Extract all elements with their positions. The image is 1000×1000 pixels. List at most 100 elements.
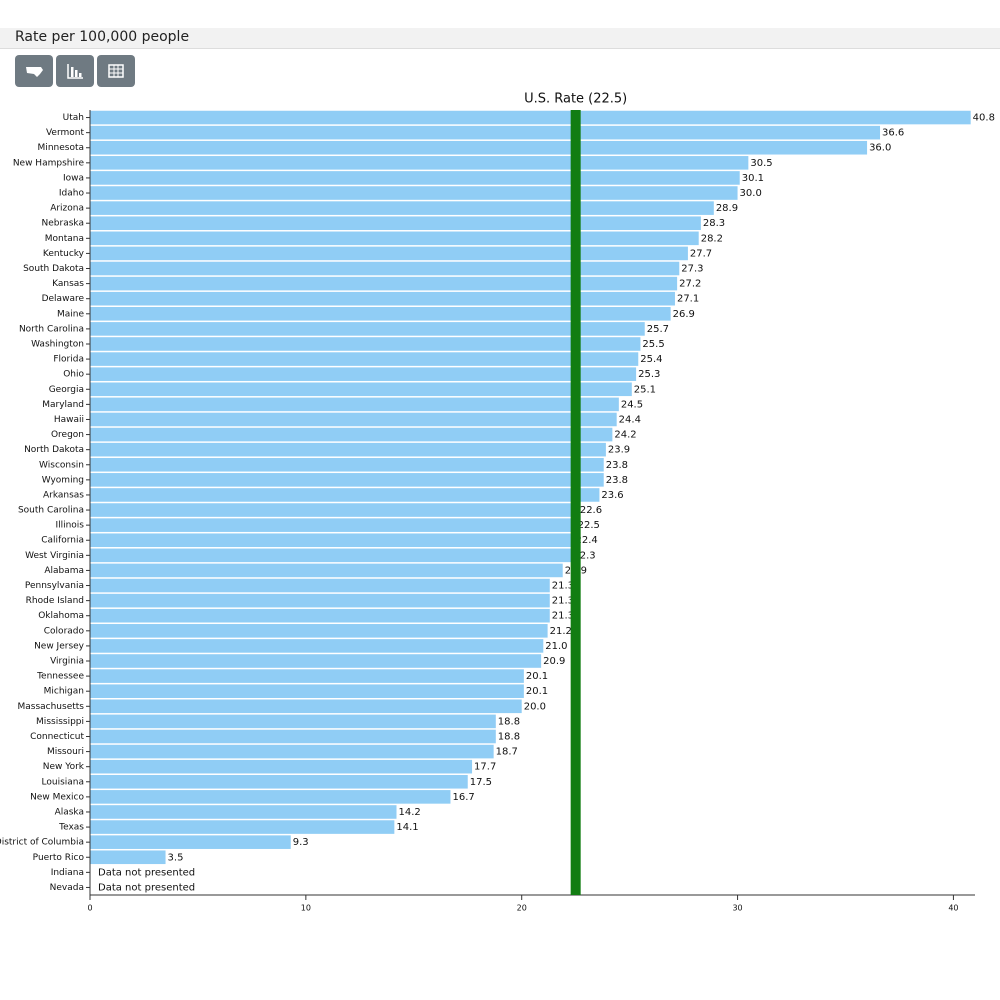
bar xyxy=(90,322,645,336)
value-label: 26.9 xyxy=(673,309,695,320)
x-tick-label: 10 xyxy=(301,904,311,913)
bar xyxy=(90,307,671,321)
value-label: 18.8 xyxy=(498,731,520,742)
bar xyxy=(90,261,680,276)
value-label: 25.3 xyxy=(638,369,660,380)
value-label: 27.3 xyxy=(681,264,703,275)
y-tick-label: Ohio xyxy=(63,370,84,380)
x-tick-label: 20 xyxy=(517,904,527,913)
bar xyxy=(90,774,468,789)
value-label: 36.0 xyxy=(869,143,891,154)
bar xyxy=(90,820,395,834)
value-label: 27.1 xyxy=(677,294,699,305)
y-tick-label: Mississippi xyxy=(36,717,84,727)
bar xyxy=(90,367,637,381)
map-view-button[interactable] xyxy=(15,55,53,87)
y-tick-label: Michigan xyxy=(44,687,84,697)
reference-label: U.S. Rate (22.5) xyxy=(524,92,627,107)
value-label: 22.6 xyxy=(580,505,602,516)
chart-view-button[interactable] xyxy=(56,55,94,87)
y-tick-label: New York xyxy=(43,762,85,772)
y-tick-label: New Mexico xyxy=(30,792,84,802)
bar xyxy=(90,790,451,804)
y-tick-label: Indiana xyxy=(51,868,84,878)
y-tick-label: Nebraska xyxy=(42,219,84,229)
bar xyxy=(90,276,678,291)
y-tick-label: Minnesota xyxy=(38,143,84,153)
bar xyxy=(90,427,613,442)
value-label: 27.7 xyxy=(690,248,712,259)
bar xyxy=(90,548,572,563)
bar xyxy=(90,639,544,653)
x-tick-label: 30 xyxy=(732,904,742,913)
bar xyxy=(90,805,397,819)
y-tick-label: Louisiana xyxy=(42,777,85,787)
table-view-button[interactable] xyxy=(97,55,135,87)
value-label: 9.3 xyxy=(293,837,309,848)
bar xyxy=(90,291,675,306)
value-label: 22.5 xyxy=(578,520,600,531)
value-label: 23.9 xyxy=(608,445,630,456)
bar xyxy=(90,518,576,532)
bar xyxy=(90,759,473,774)
y-tick-label: New Jersey xyxy=(34,641,85,651)
y-tick-label: Hawaii xyxy=(54,415,84,425)
bar xyxy=(90,669,524,683)
y-tick-label: Idaho xyxy=(59,189,85,199)
y-tick-label: South Dakota xyxy=(23,264,84,274)
missing-label: Data not presented xyxy=(98,867,195,878)
value-label: 40.8 xyxy=(973,113,995,124)
bar xyxy=(90,850,166,865)
bar xyxy=(90,156,749,170)
bar xyxy=(90,457,604,472)
value-label: 25.1 xyxy=(634,384,656,395)
y-tick-label: Rhode Island xyxy=(26,596,84,606)
value-label: 3.5 xyxy=(168,852,184,863)
y-tick-label: Kansas xyxy=(52,279,84,289)
value-label: 24.5 xyxy=(621,399,643,410)
value-label: 22.4 xyxy=(576,535,598,546)
y-tick-label: North Dakota xyxy=(24,445,84,455)
value-label: 23.8 xyxy=(606,460,628,471)
value-label: 30.5 xyxy=(750,158,772,169)
bar xyxy=(90,140,868,155)
bar xyxy=(90,835,291,849)
bar xyxy=(90,382,632,397)
bar xyxy=(90,654,542,668)
value-label: 21.3 xyxy=(552,596,574,607)
bar xyxy=(90,744,494,759)
bar xyxy=(90,624,548,638)
bar xyxy=(90,412,617,427)
value-label: 21.3 xyxy=(552,611,574,622)
y-tick-label: Delaware xyxy=(42,294,85,304)
bar xyxy=(90,231,699,246)
y-tick-label: Alaska xyxy=(55,807,84,817)
bar xyxy=(90,186,738,200)
y-tick-label: Colorado xyxy=(44,626,85,636)
y-tick-label: District of Columbia xyxy=(0,838,84,848)
y-tick-label: Virginia xyxy=(50,657,84,667)
y-tick-label: California xyxy=(41,536,84,546)
y-tick-label: Alabama xyxy=(44,566,84,576)
value-label: 36.6 xyxy=(882,128,904,139)
bar xyxy=(90,699,522,714)
y-tick-label: Washington xyxy=(31,339,84,349)
y-tick-label: Maine xyxy=(57,309,84,319)
bar xyxy=(90,503,578,517)
value-label: 30.1 xyxy=(742,173,764,184)
y-tick-label: Nevada xyxy=(50,883,84,893)
value-label: 23.8 xyxy=(606,475,628,486)
value-label: 25.4 xyxy=(640,354,662,365)
value-label: 14.1 xyxy=(396,822,418,833)
y-tick-label: West Virginia xyxy=(25,551,84,561)
y-tick-label: Arkansas xyxy=(43,490,84,500)
bar xyxy=(90,563,563,578)
y-tick-label: Florida xyxy=(53,355,84,365)
y-tick-label: Arizona xyxy=(50,204,84,214)
y-tick-label: Maryland xyxy=(42,400,84,410)
value-label: 27.2 xyxy=(679,279,701,290)
bar xyxy=(90,125,881,140)
y-tick-label: New Hampshire xyxy=(13,158,85,168)
value-label: 21.3 xyxy=(552,581,574,592)
bar xyxy=(90,110,971,125)
